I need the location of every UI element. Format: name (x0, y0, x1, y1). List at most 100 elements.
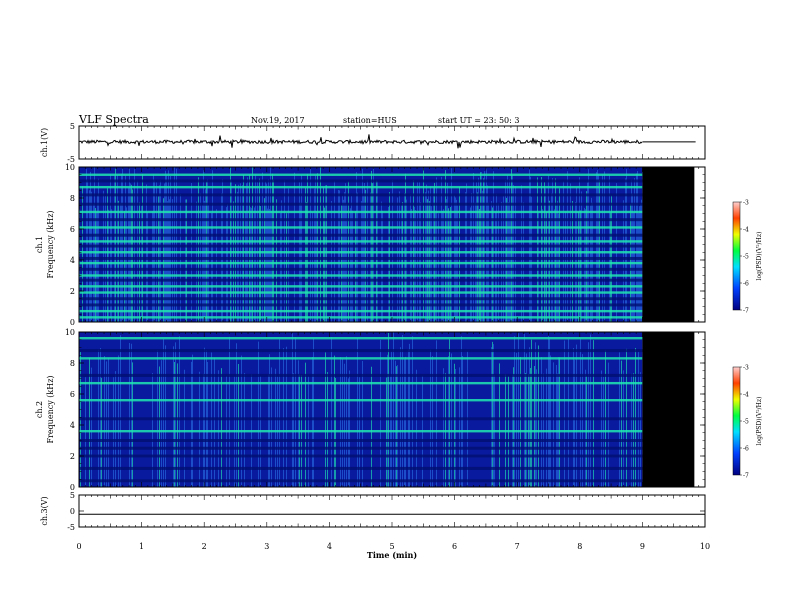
narrowband-line (79, 309, 643, 313)
panel-frame (78, 331, 706, 488)
colorbar-scale (732, 366, 741, 476)
narrowband-line (79, 291, 643, 294)
y-axis-label: ch.3(V) (40, 496, 49, 525)
x-axis-label: Time (min) (367, 550, 417, 560)
colorbar-tick-label: -7 (743, 308, 749, 315)
y-tick-label: 10 (65, 163, 75, 172)
ch1-spectrogram-panel: 0 2 4 6 8 10 ch.1 Frequency (kHz) (35, 163, 706, 327)
y-tick-label: 0 (70, 507, 75, 516)
dim-band (79, 256, 643, 260)
narrowband-line (79, 173, 643, 176)
y-tick-label: 0 (70, 318, 75, 327)
y-tick-label: 6 (70, 225, 75, 234)
colorbar-label: log(PSD)(V²/Hz) (756, 397, 763, 446)
colorbar-tick-label: -3 (743, 365, 749, 372)
waveform-trace (78, 134, 643, 149)
narrowband-line (79, 210, 643, 214)
dim-band (79, 439, 643, 442)
ch1-waveform-panel: 5 -5 ch.1(V) (40, 122, 706, 164)
y-tick-label: -5 (67, 155, 75, 164)
y-axis-label: Frequency (kHz) (46, 375, 55, 443)
y-tick-label: 8 (70, 359, 75, 368)
narrowband-line (79, 185, 643, 189)
y-axis-label: ch.2 (35, 401, 44, 418)
dim-band (79, 179, 643, 183)
panel-frame (78, 125, 706, 160)
dim-band (79, 297, 643, 301)
y-tick-label: 10 (65, 328, 75, 337)
ch2-spectrogram-panel: 0 2 4 6 8 10 ch.2 Frequency (kHz) (35, 328, 706, 492)
x-tick-label: 5 (389, 542, 394, 551)
dim-band (79, 218, 643, 222)
narrowband-line (79, 226, 643, 229)
narrowband-line (79, 337, 643, 340)
y-tick-label: 0 (70, 483, 75, 492)
y-tick-label: 4 (70, 421, 75, 430)
colorbar-tick-label: -4 (743, 392, 749, 399)
colorbar-tick-label: -6 (743, 446, 749, 453)
y-axis-label: ch.1 (35, 236, 44, 253)
colorbar-tick-label: -6 (743, 281, 749, 288)
y-tick-label: 5 (70, 122, 75, 131)
narrowband-line (79, 274, 643, 277)
x-tick-label: 10 (700, 542, 710, 551)
dim-band (79, 244, 643, 248)
narrowband-line (79, 430, 643, 433)
y-tick-label: 6 (70, 390, 75, 399)
y-tick-label: 4 (70, 256, 75, 265)
x-tick-label: 9 (640, 542, 645, 551)
ch2-colorbar: -3 -4 -5 -6 -7 log(PSD)(V²/Hz) (732, 365, 763, 480)
dim-band (79, 349, 643, 353)
narrowband-line (79, 285, 643, 288)
dim-band (79, 466, 643, 470)
colorbar-tick-label: -3 (743, 200, 749, 207)
x-tick-label: 8 (577, 542, 582, 551)
narrowband-line (79, 316, 643, 319)
y-tick-label: -5 (67, 523, 75, 532)
colorbar-tick-label: -4 (743, 227, 749, 234)
dim-band (79, 278, 643, 282)
no-data-block (642, 332, 695, 487)
narrowband-line (79, 261, 643, 265)
dim-band (79, 193, 643, 197)
date-label: Nov.19, 2017 (251, 116, 305, 125)
y-axis-label: ch.1(V) (40, 128, 49, 157)
dim-band (79, 267, 643, 271)
y-axis-label: Frequency (kHz) (46, 210, 55, 278)
colorbar-scale (732, 201, 741, 311)
narrowband-line (79, 399, 643, 402)
x-tick-label: 3 (264, 542, 269, 551)
colorbar-tick-label: -5 (743, 419, 749, 426)
y-tick-label: 2 (70, 287, 75, 296)
dim-band (79, 373, 643, 377)
ch1-colorbar: -3 -4 -5 -6 -7 log(PSD)(V²/Hz) (732, 200, 763, 315)
narrowband-line (79, 251, 643, 254)
dim-band (79, 202, 643, 206)
narrowband-line (79, 357, 643, 360)
x-tick-label: 0 (76, 542, 81, 551)
panel-frame (78, 166, 706, 323)
dim-band (79, 446, 643, 450)
start-ut-label: start UT = 23: 50: 3 (438, 116, 519, 125)
figure-title: VLF Spectra (78, 113, 149, 126)
x-tick-label: 4 (327, 542, 332, 551)
y-tick-label: 5 (70, 491, 75, 500)
dim-band (79, 454, 643, 458)
dim-band (79, 417, 643, 421)
colorbar-tick-label: -7 (743, 473, 749, 480)
x-tick-label: 6 (452, 542, 457, 551)
narrowband-line (79, 381, 643, 385)
narrowband-line (79, 240, 643, 243)
dim-band (79, 479, 643, 483)
panel-frame (78, 494, 706, 528)
station-label: station=HUS (343, 116, 397, 125)
dim-band (79, 303, 643, 307)
y-tick-label: 2 (70, 452, 75, 461)
dim-band (79, 233, 643, 237)
colorbar-tick-label: -5 (743, 254, 749, 261)
x-tick-label: 2 (202, 542, 207, 551)
no-data-block (642, 167, 695, 322)
x-tick-label: 7 (515, 542, 520, 551)
x-tick-label: 1 (139, 542, 144, 551)
